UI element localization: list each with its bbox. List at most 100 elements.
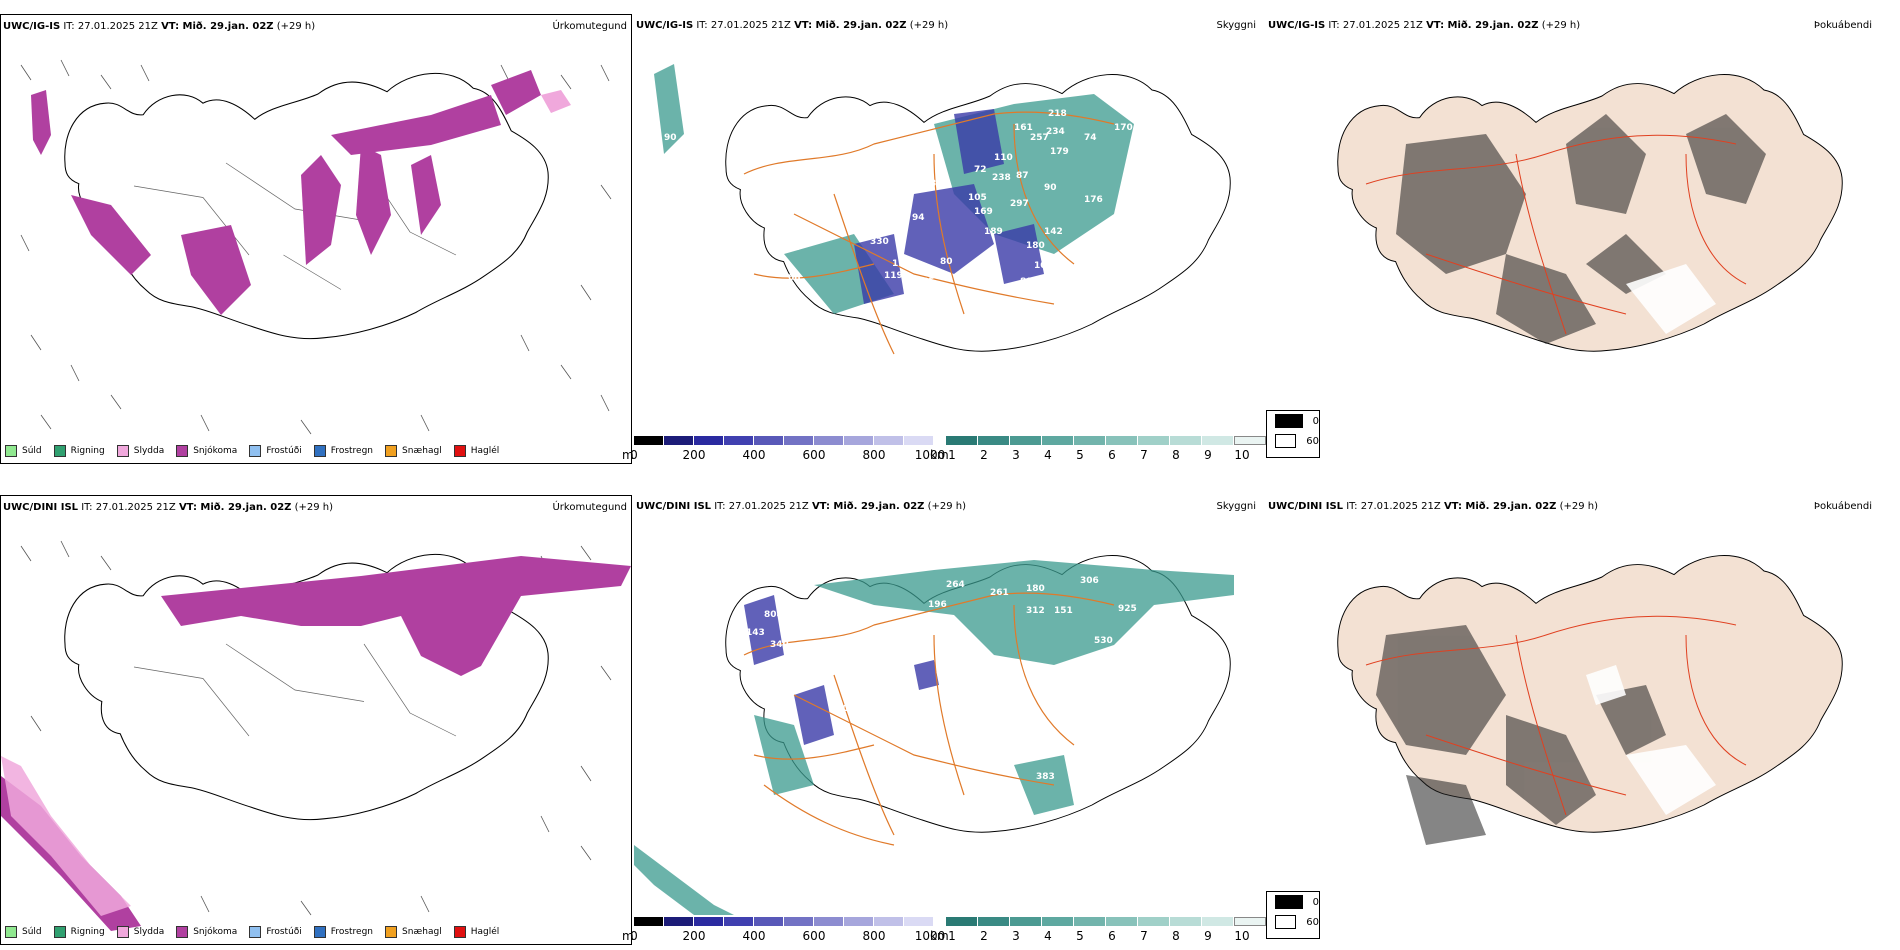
scale-tick: 8 xyxy=(1172,448,1180,462)
svg-text:261: 261 xyxy=(990,588,1009,598)
scale-tick: 1 xyxy=(948,929,956,943)
svg-text:47: 47 xyxy=(1104,277,1117,287)
legend-item: Snæhagl xyxy=(385,926,442,938)
snow-areas xyxy=(31,70,541,315)
svg-text:74: 74 xyxy=(1084,133,1097,143)
svg-text:196: 196 xyxy=(928,600,947,610)
precip-panel-title: Úrkomutegund xyxy=(552,502,627,513)
svg-text:161: 161 xyxy=(1014,123,1033,133)
svg-text:180: 180 xyxy=(1026,584,1045,594)
svg-text:312: 312 xyxy=(1026,606,1045,616)
legend-item: Slydda xyxy=(116,445,164,457)
scale-tick: 400 xyxy=(742,929,766,943)
svg-text:176: 176 xyxy=(1084,195,1103,205)
scale-tick: 1 xyxy=(948,448,956,462)
svg-text:218: 218 xyxy=(1048,109,1067,119)
fog-map-dini xyxy=(1337,554,1843,845)
fog-map-igis xyxy=(1337,73,1843,352)
svg-text:234: 234 xyxy=(1046,127,1065,137)
scale-tick: 800 xyxy=(862,448,886,462)
visibility-scale: km 1 2 3 4 5 6 7 8 9 10 xyxy=(930,436,1266,462)
svg-text:100: 100 xyxy=(830,704,849,714)
svg-text:306: 306 xyxy=(1132,628,1151,638)
height-scale: m 0 200 400 600 800 1000 xyxy=(622,917,945,943)
svg-text:72: 72 xyxy=(974,165,987,175)
fog-shading xyxy=(1396,114,1766,344)
scale-tick: 9 xyxy=(1204,448,1212,462)
svg-text:142: 142 xyxy=(1044,227,1063,237)
legend-item: Haglél xyxy=(453,926,499,938)
scale-tick: 3 xyxy=(1012,929,1020,943)
svg-text:118: 118 xyxy=(892,259,911,269)
fog-legend: 0 60 xyxy=(1266,410,1320,458)
visibility-scale: km 1 2 3 4 5 6 7 8 9 10 xyxy=(930,917,1266,943)
header-precip-igis: UWC/IG-IS IT: 27.01.2025 21Z VT: Mið. 29… xyxy=(3,21,316,32)
wind-barbs xyxy=(20,59,612,435)
vis-scale-unit: km xyxy=(930,929,949,943)
scale-tick: 1000 xyxy=(914,929,946,943)
scale-tick: 200 xyxy=(682,929,706,943)
svg-text:151: 151 xyxy=(1054,606,1073,616)
cloud-panel-title: Skyggni xyxy=(1216,501,1256,512)
scale-tick: 5 xyxy=(1076,929,1084,943)
precip-panel-title: Úrkomutegund xyxy=(552,21,627,32)
legend-item: Snjókoma xyxy=(176,926,237,938)
svg-text:94: 94 xyxy=(912,213,925,223)
scale-tick: 600 xyxy=(802,929,826,943)
svg-text:189: 189 xyxy=(984,227,1003,237)
height-scale: m 0 200 400 600 800 1000 xyxy=(622,436,945,462)
precip-legend: Súld Rigning Slydda Snjókoma Frostúði Fr… xyxy=(5,926,511,938)
svg-text:118: 118 xyxy=(914,391,933,401)
cloud-panel-title: Skyggni xyxy=(1216,20,1256,31)
svg-text:90: 90 xyxy=(1044,183,1057,193)
legend-item: Frostregn xyxy=(313,926,373,938)
scale-tick: 2 xyxy=(980,448,988,462)
scale-tick: 0 xyxy=(630,929,638,943)
svg-text:297: 297 xyxy=(1010,199,1029,209)
header-cloud-dini: UWC/DINI ISL IT: 27.01.2025 21Z VT: Mið.… xyxy=(636,501,967,512)
scale-tick: 10 xyxy=(1234,929,1250,943)
svg-text:170: 170 xyxy=(1114,123,1133,133)
precip-legend: Súld Rigning Slydda Snjókoma Frostúði Fr… xyxy=(5,445,511,457)
scale-tick: 2 xyxy=(980,929,988,943)
vis-scale-unit: km xyxy=(930,448,949,462)
legend-item: Súld xyxy=(5,926,42,938)
header-cloud-igis: UWC/IG-IS IT: 27.01.2025 21Z VT: Mið. 29… xyxy=(636,20,949,31)
height-scale-unit: m xyxy=(622,929,634,943)
svg-text:135: 135 xyxy=(974,688,993,698)
scale-tick: 600 xyxy=(802,448,826,462)
fog-legend: 0 60 xyxy=(1266,891,1320,939)
cloud-blue xyxy=(854,109,1044,304)
fog-legend-item: 0 xyxy=(1267,892,1319,912)
svg-text:80: 80 xyxy=(940,257,953,267)
legend-item: Frostúði xyxy=(249,445,302,457)
cloud-map-dini: 264 261 180 306 925 196 312 151 530 306 … xyxy=(634,554,1234,915)
header-fog-dini: UWC/DINI ISL IT: 27.01.2025 21Z VT: Mið.… xyxy=(1268,501,1599,512)
svg-text:618: 618 xyxy=(1086,784,1105,794)
svg-text:530: 530 xyxy=(1094,636,1113,646)
scale-tick: 7 xyxy=(1140,448,1148,462)
legend-item: Slydda xyxy=(116,926,164,938)
svg-text:87: 87 xyxy=(1016,171,1029,181)
header-precip-dini: UWC/DINI ISL IT: 27.01.2025 21Z VT: Mið.… xyxy=(3,502,334,513)
legend-item: Snjókoma xyxy=(176,445,237,457)
svg-text:85: 85 xyxy=(922,277,935,287)
cloud-map-igis: 218 234 257 179 74 170 161 110 72 87 238… xyxy=(654,64,1231,401)
legend-item: Frostregn xyxy=(313,445,373,457)
scale-tick: 7 xyxy=(1140,929,1148,943)
fog-panel-title: Þokuábendi xyxy=(1813,20,1872,31)
cloud-base-map-dini: UWC/DINI ISL IT: 27.01.2025 21Z VT: Mið.… xyxy=(622,495,1274,947)
svg-text:70: 70 xyxy=(1134,163,1147,173)
fog-panel-title: Þokuábendi xyxy=(1813,501,1872,512)
svg-text:257: 257 xyxy=(1030,133,1049,143)
scale-tick: 6 xyxy=(1108,929,1116,943)
svg-text:925: 925 xyxy=(1118,604,1137,614)
fog-indicator-map-dini: UWC/DINI ISL IT: 27.01.2025 21Z VT: Mið.… xyxy=(1266,495,1876,945)
svg-text:169: 169 xyxy=(974,207,993,217)
fog-legend-item: 0 xyxy=(1267,411,1319,431)
precip-type-map-igis: UWC/IG-IS IT: 27.01.2025 21Z VT: Mið. 29… xyxy=(0,14,632,464)
roads xyxy=(743,111,1115,355)
svg-text:90: 90 xyxy=(664,133,677,143)
snow-height-labels: 218 234 257 179 74 170 161 110 72 87 238… xyxy=(664,109,1147,401)
fog-legend-item: 60 xyxy=(1267,431,1319,451)
